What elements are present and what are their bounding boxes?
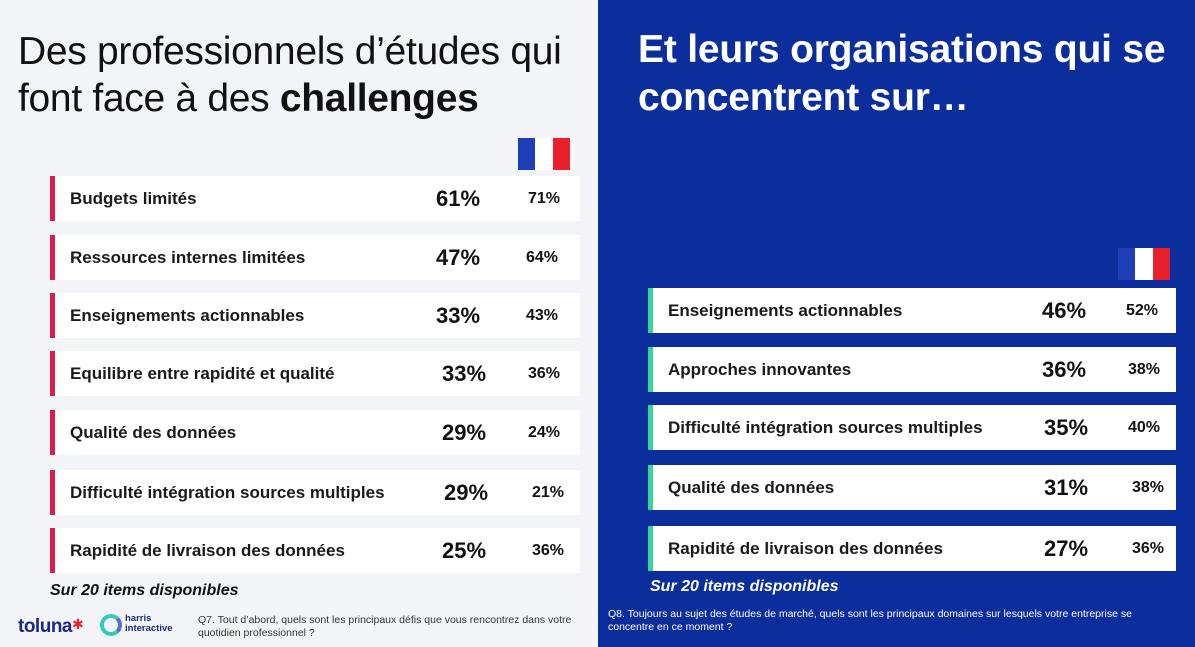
item-label: Budgets limités	[70, 189, 197, 208]
item-percent: 33%	[436, 303, 481, 328]
list-item: Budgets limités 61% 71%	[50, 176, 580, 221]
list-item: Equilibre entre rapidité et qualité 33% …	[50, 351, 580, 396]
item-percent: 46%	[1042, 298, 1087, 323]
item-percent-france: 38%	[1128, 361, 1161, 378]
item-label: Enseignements actionnables	[668, 301, 903, 320]
item-percent-france: 36%	[532, 542, 565, 559]
item-label: Difficulté intégration sources multiples	[70, 483, 385, 502]
item-percent-france: 52%	[1126, 302, 1159, 319]
item-label: Equilibre entre rapidité et qualité	[70, 364, 335, 383]
item-percent: 36%	[1042, 357, 1087, 382]
item-label: Rapidité de livraison des données	[668, 539, 943, 558]
item-percent-france: 43%	[526, 307, 559, 324]
harris-interactive-text: harris interactive	[125, 613, 173, 634]
france-flag-icon	[518, 138, 570, 170]
item-label: Enseignements actionnables	[70, 306, 305, 325]
item-label: Qualité des données	[70, 423, 237, 442]
item-label: Qualité des données	[668, 478, 835, 497]
item-percent: 29%	[442, 420, 487, 445]
item-label: Rapidité de livraison des données	[70, 541, 345, 560]
item-percent: 61%	[436, 186, 481, 211]
item-percent: 25%	[442, 538, 487, 563]
harris-interactive-logo	[100, 614, 122, 636]
list-item: Rapidité de livraison des données 25% 36…	[50, 528, 580, 573]
toluna-logo: toluna✱	[18, 616, 84, 637]
item-label: Approches innovantes	[668, 360, 852, 379]
item-percent-france: 36%	[528, 365, 561, 382]
right-title: Et leurs organisations qui se concentren…	[638, 28, 1166, 119]
list-item: Qualité des données 29% 24%	[50, 410, 580, 455]
item-percent-france: 24%	[528, 424, 561, 441]
item-percent: 33%	[442, 361, 487, 386]
left-title: Des professionnels d’études qui font fac…	[18, 30, 562, 120]
question-left: Q7. Tout d’abord, quels sont les princip…	[198, 614, 572, 639]
item-percent-france: 71%	[528, 190, 561, 207]
list-item: Approches innovantes 36% 38%	[648, 347, 1176, 392]
list-item: Enseignements actionnables 46% 52%	[648, 288, 1176, 333]
item-percent-france: 36%	[1132, 540, 1165, 557]
item-percent-france: 64%	[526, 249, 559, 266]
items-note: Sur 20 items disponibles	[650, 578, 839, 595]
list-item: Enseignements actionnables 33% 43%	[50, 293, 580, 338]
list-item: Ressources internes limitées 47% 64%	[50, 235, 580, 280]
item-label: Difficulté intégration sources multiples	[668, 418, 983, 437]
item-percent: 27%	[1044, 536, 1089, 561]
question-right: Q8. Toujours au sujet des études de marc…	[608, 608, 1132, 633]
list-item: Rapidité de livraison des données 27% 36…	[648, 526, 1176, 571]
item-percent: 29%	[444, 480, 489, 505]
item-percent-france: 40%	[1128, 419, 1161, 436]
list-item: Difficulté intégration sources multiples…	[50, 470, 580, 515]
list-item: Difficulté intégration sources multiples…	[648, 405, 1176, 450]
item-label: Ressources internes limitées	[70, 248, 306, 267]
list-item: Qualité des données 31% 38%	[648, 465, 1176, 510]
items-note: Sur 20 items disponibles	[50, 582, 239, 599]
item-percent-france: 21%	[532, 484, 565, 501]
france-flag-icon	[1118, 248, 1170, 280]
item-percent: 35%	[1044, 415, 1089, 440]
item-percent-france: 38%	[1132, 479, 1165, 496]
item-percent: 47%	[436, 245, 481, 270]
item-percent: 31%	[1044, 475, 1089, 500]
